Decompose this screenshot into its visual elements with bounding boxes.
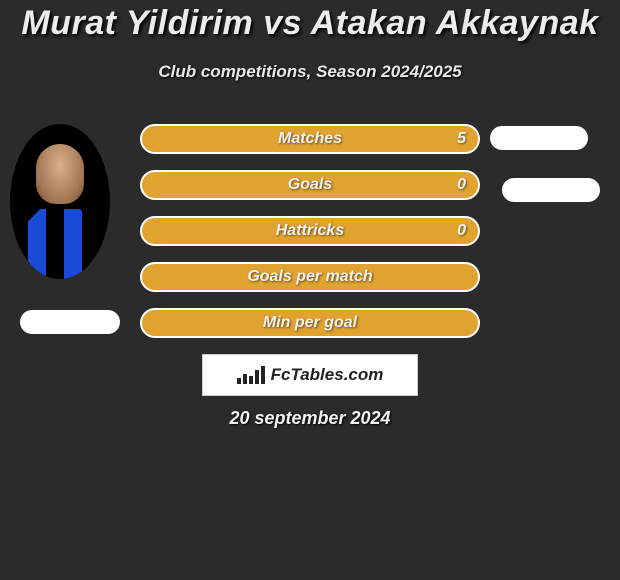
stat-row: Matches 5	[140, 124, 480, 154]
logo-text: FcTables.com	[271, 365, 384, 385]
avatar-jersey	[10, 209, 110, 279]
subtitle: Club competitions, Season 2024/2025	[0, 62, 620, 82]
stat-row: Goals per match	[140, 262, 480, 292]
vs-label: vs	[263, 4, 302, 42]
stat-label: Hattricks	[276, 222, 344, 240]
date-label: 20 september 2024	[0, 408, 620, 429]
bar-chart-icon	[237, 366, 265, 384]
blank-pill	[502, 178, 600, 202]
stat-value-player1: 0	[457, 176, 466, 194]
stats-list: Matches 5 Goals 0 Hattricks 0 Goals per match M…	[140, 124, 480, 354]
player1-name: Murat Yildirim	[21, 4, 253, 42]
stat-value-player1: 5	[457, 130, 466, 148]
stat-label: Matches	[278, 130, 342, 148]
stat-value-player1: 0	[457, 222, 466, 240]
source-logo: FcTables.com	[202, 354, 418, 396]
page-title: Murat Yildirim vs Atakan Akkaynak	[0, 4, 620, 43]
blank-pill	[20, 310, 120, 334]
blank-pill	[490, 126, 588, 150]
stat-label: Goals	[288, 176, 332, 194]
avatar-head	[36, 144, 84, 204]
stat-label: Goals per match	[247, 268, 372, 286]
stat-label: Min per goal	[263, 314, 357, 332]
stat-row: Goals 0	[140, 170, 480, 200]
player1-avatar	[10, 124, 110, 279]
infographic-root: Murat Yildirim vs Atakan Akkaynak Club c…	[0, 0, 620, 580]
stat-row: Min per goal	[140, 308, 480, 338]
stat-row: Hattricks 0	[140, 216, 480, 246]
player2-name: Atakan Akkaynak	[311, 4, 599, 42]
